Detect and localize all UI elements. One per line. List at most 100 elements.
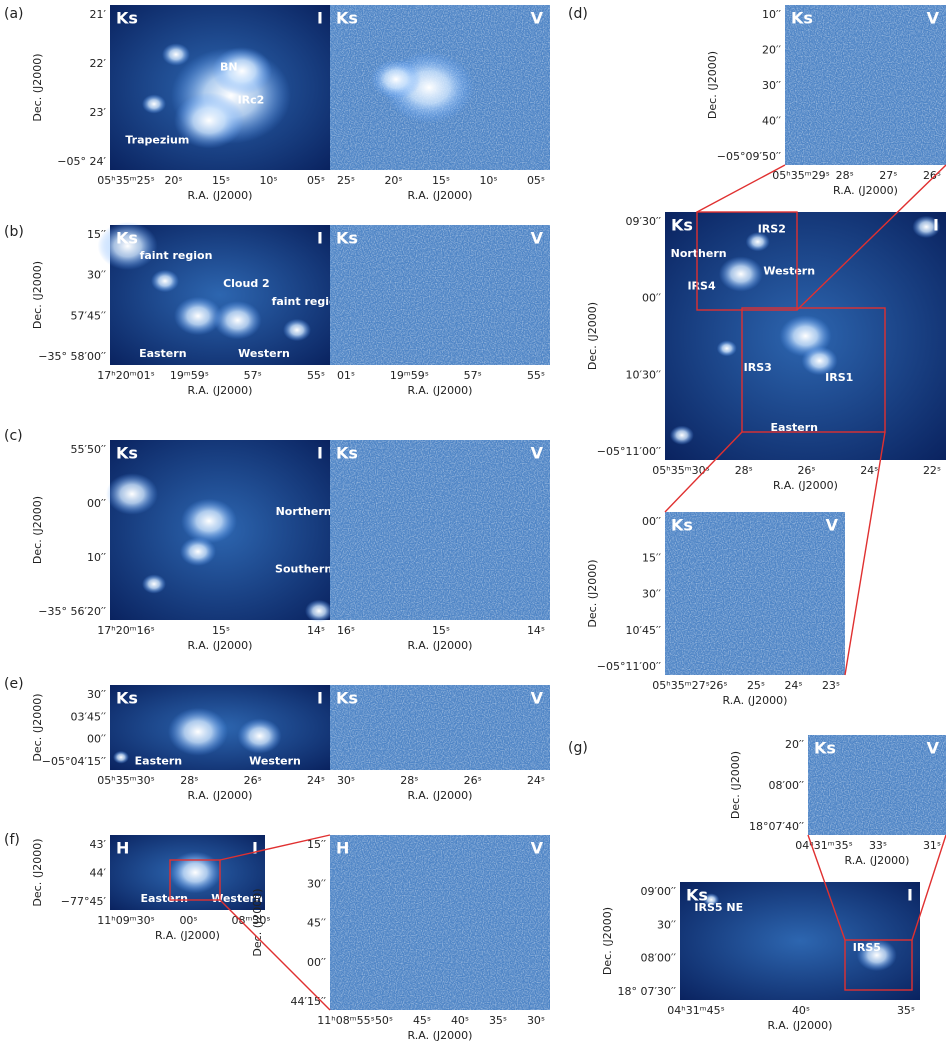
panel-label: (f) xyxy=(4,832,20,848)
panel-label: (c) xyxy=(4,428,23,444)
x-tick-label: 14ˢ xyxy=(527,624,545,637)
y-tick-label: 03′45′′ xyxy=(71,710,107,723)
y-tick-label: 10′′ xyxy=(87,551,106,564)
x-tick-label: 35ˢ xyxy=(897,1004,915,1017)
x-tick-label: 10ˢ xyxy=(479,174,497,187)
x-axis-label: R.A. (J2000) xyxy=(408,789,473,802)
x-tick-label: 33ˢ xyxy=(869,839,887,852)
emission-blob xyxy=(113,751,129,764)
y-tick-label: 20′′ xyxy=(785,738,804,751)
y-tick-label: −05°11′00′′ xyxy=(597,445,662,458)
image-panel xyxy=(665,512,845,675)
x-axis-label: R.A. (J2000) xyxy=(188,189,253,202)
y-tick-label: 44′ xyxy=(90,867,107,880)
x-axis-label: R.A. (J2000) xyxy=(155,929,220,942)
y-tick-label: 43′ xyxy=(90,838,107,851)
mode-label: I xyxy=(252,839,258,858)
y-tick-label: −05° 24′ xyxy=(57,155,106,168)
annotation: Eastern xyxy=(135,755,182,768)
x-tick-label: 57ˢ xyxy=(244,369,262,382)
y-tick-label: −05°09′50′′ xyxy=(717,150,782,163)
mode-label: I xyxy=(317,9,323,28)
x-tick-label: 23ˢ xyxy=(822,679,840,692)
x-tick-label: 45ˢ xyxy=(413,1014,431,1027)
x-tick-label: 28ˢ xyxy=(180,774,198,787)
y-tick-label: 40′′ xyxy=(762,115,781,128)
y-tick-label: 09′00′′ xyxy=(641,885,677,898)
x-tick-label: 26ˢ xyxy=(709,679,727,692)
emission-blob xyxy=(106,473,158,515)
y-tick-label: 00′′ xyxy=(642,515,661,528)
x-tick-label: 30ˢ xyxy=(337,774,355,787)
emission-blob xyxy=(719,256,763,291)
y-tick-label: 10′′ xyxy=(762,8,781,21)
x-tick-label: 25ˢ xyxy=(337,174,355,187)
mode-label: V xyxy=(927,9,940,28)
y-tick-label: 18°07′40′′ xyxy=(749,820,804,833)
band-label: Ks xyxy=(336,444,358,463)
x-tick-label: 26ˢ xyxy=(464,774,482,787)
x-axis-label: R.A. (J2000) xyxy=(408,1029,473,1042)
mode-label: V xyxy=(826,516,839,535)
x-tick-label: 01ˢ xyxy=(337,369,355,382)
x-axis-label: R.A. (J2000) xyxy=(723,694,788,707)
y-axis-label: Dec. (J2000) xyxy=(586,302,599,370)
x-tick-label: 30ˢ xyxy=(527,1014,545,1027)
y-tick-label: 08′00′′ xyxy=(641,952,677,965)
y-tick-label: −05°11′00′′ xyxy=(597,660,662,673)
image-noise xyxy=(330,440,550,620)
x-tick-label: 28ˢ xyxy=(836,169,854,182)
annotation: IRS5 xyxy=(853,941,881,954)
emission-blob xyxy=(142,574,166,593)
x-tick-label: 26ˢ xyxy=(797,464,815,477)
annotation: IRS3 xyxy=(744,361,772,374)
image-panel xyxy=(106,440,333,622)
x-axis-label: R.A. (J2000) xyxy=(188,384,253,397)
mode-label: I xyxy=(317,444,323,463)
mode-label: V xyxy=(927,739,940,758)
band-label: Ks xyxy=(336,689,358,708)
x-tick-label: 05ʰ35ᵐ25ˢ xyxy=(97,174,154,187)
image-panel xyxy=(330,835,550,1010)
band-label: Ks xyxy=(336,229,358,248)
x-axis-label: R.A. (J2000) xyxy=(188,639,253,652)
panel-label: (a) xyxy=(4,6,24,22)
y-tick-label: −05°04′15′′ xyxy=(42,755,107,768)
y-axis-label: Dec. (J2000) xyxy=(251,888,264,956)
band-label: Ks xyxy=(814,739,836,758)
x-tick-label: 20ˢ xyxy=(164,174,182,187)
x-tick-label: 24ˢ xyxy=(307,774,325,787)
y-tick-label: 30′′ xyxy=(657,918,676,931)
image-panel xyxy=(330,225,550,365)
panel-label: (d) xyxy=(568,6,588,22)
zoom-line xyxy=(697,165,785,212)
x-tick-label: 24ˢ xyxy=(784,679,802,692)
mode-label: V xyxy=(531,689,544,708)
band-label: Ks xyxy=(116,229,138,248)
band-label: Ks xyxy=(116,689,138,708)
y-tick-label: 57′45′′ xyxy=(71,309,107,322)
x-tick-label: 05ʰ35ᵐ29ˢ xyxy=(772,169,829,182)
emission-blob xyxy=(142,94,166,113)
panel-label: (b) xyxy=(4,224,24,240)
x-tick-label: 05ʰ35ᵐ27ˢ xyxy=(652,679,709,692)
y-tick-label: 18° 07′30′′ xyxy=(618,985,677,998)
mode-label: I xyxy=(317,229,323,248)
y-axis-label: Dec. (J2000) xyxy=(31,838,44,906)
emission-blob xyxy=(283,319,311,341)
image-panel xyxy=(680,882,920,1000)
annotation: IRS2 xyxy=(758,222,786,235)
x-axis-label: R.A. (J2000) xyxy=(408,384,473,397)
x-tick-label: 15ˢ xyxy=(432,174,450,187)
annotation: Trapezium xyxy=(125,133,189,146)
image-noise xyxy=(330,835,550,1010)
emission-blob xyxy=(151,270,179,292)
x-tick-label: 28ˢ xyxy=(400,774,418,787)
y-tick-label: 00′′ xyxy=(307,956,326,969)
x-tick-label: 14ˢ xyxy=(307,624,325,637)
mode-label: I xyxy=(933,216,939,235)
emission-blob xyxy=(238,718,282,753)
x-axis-label: R.A. (J2000) xyxy=(188,789,253,802)
x-tick-label: 24ˢ xyxy=(860,464,878,477)
image-noise xyxy=(330,225,550,365)
